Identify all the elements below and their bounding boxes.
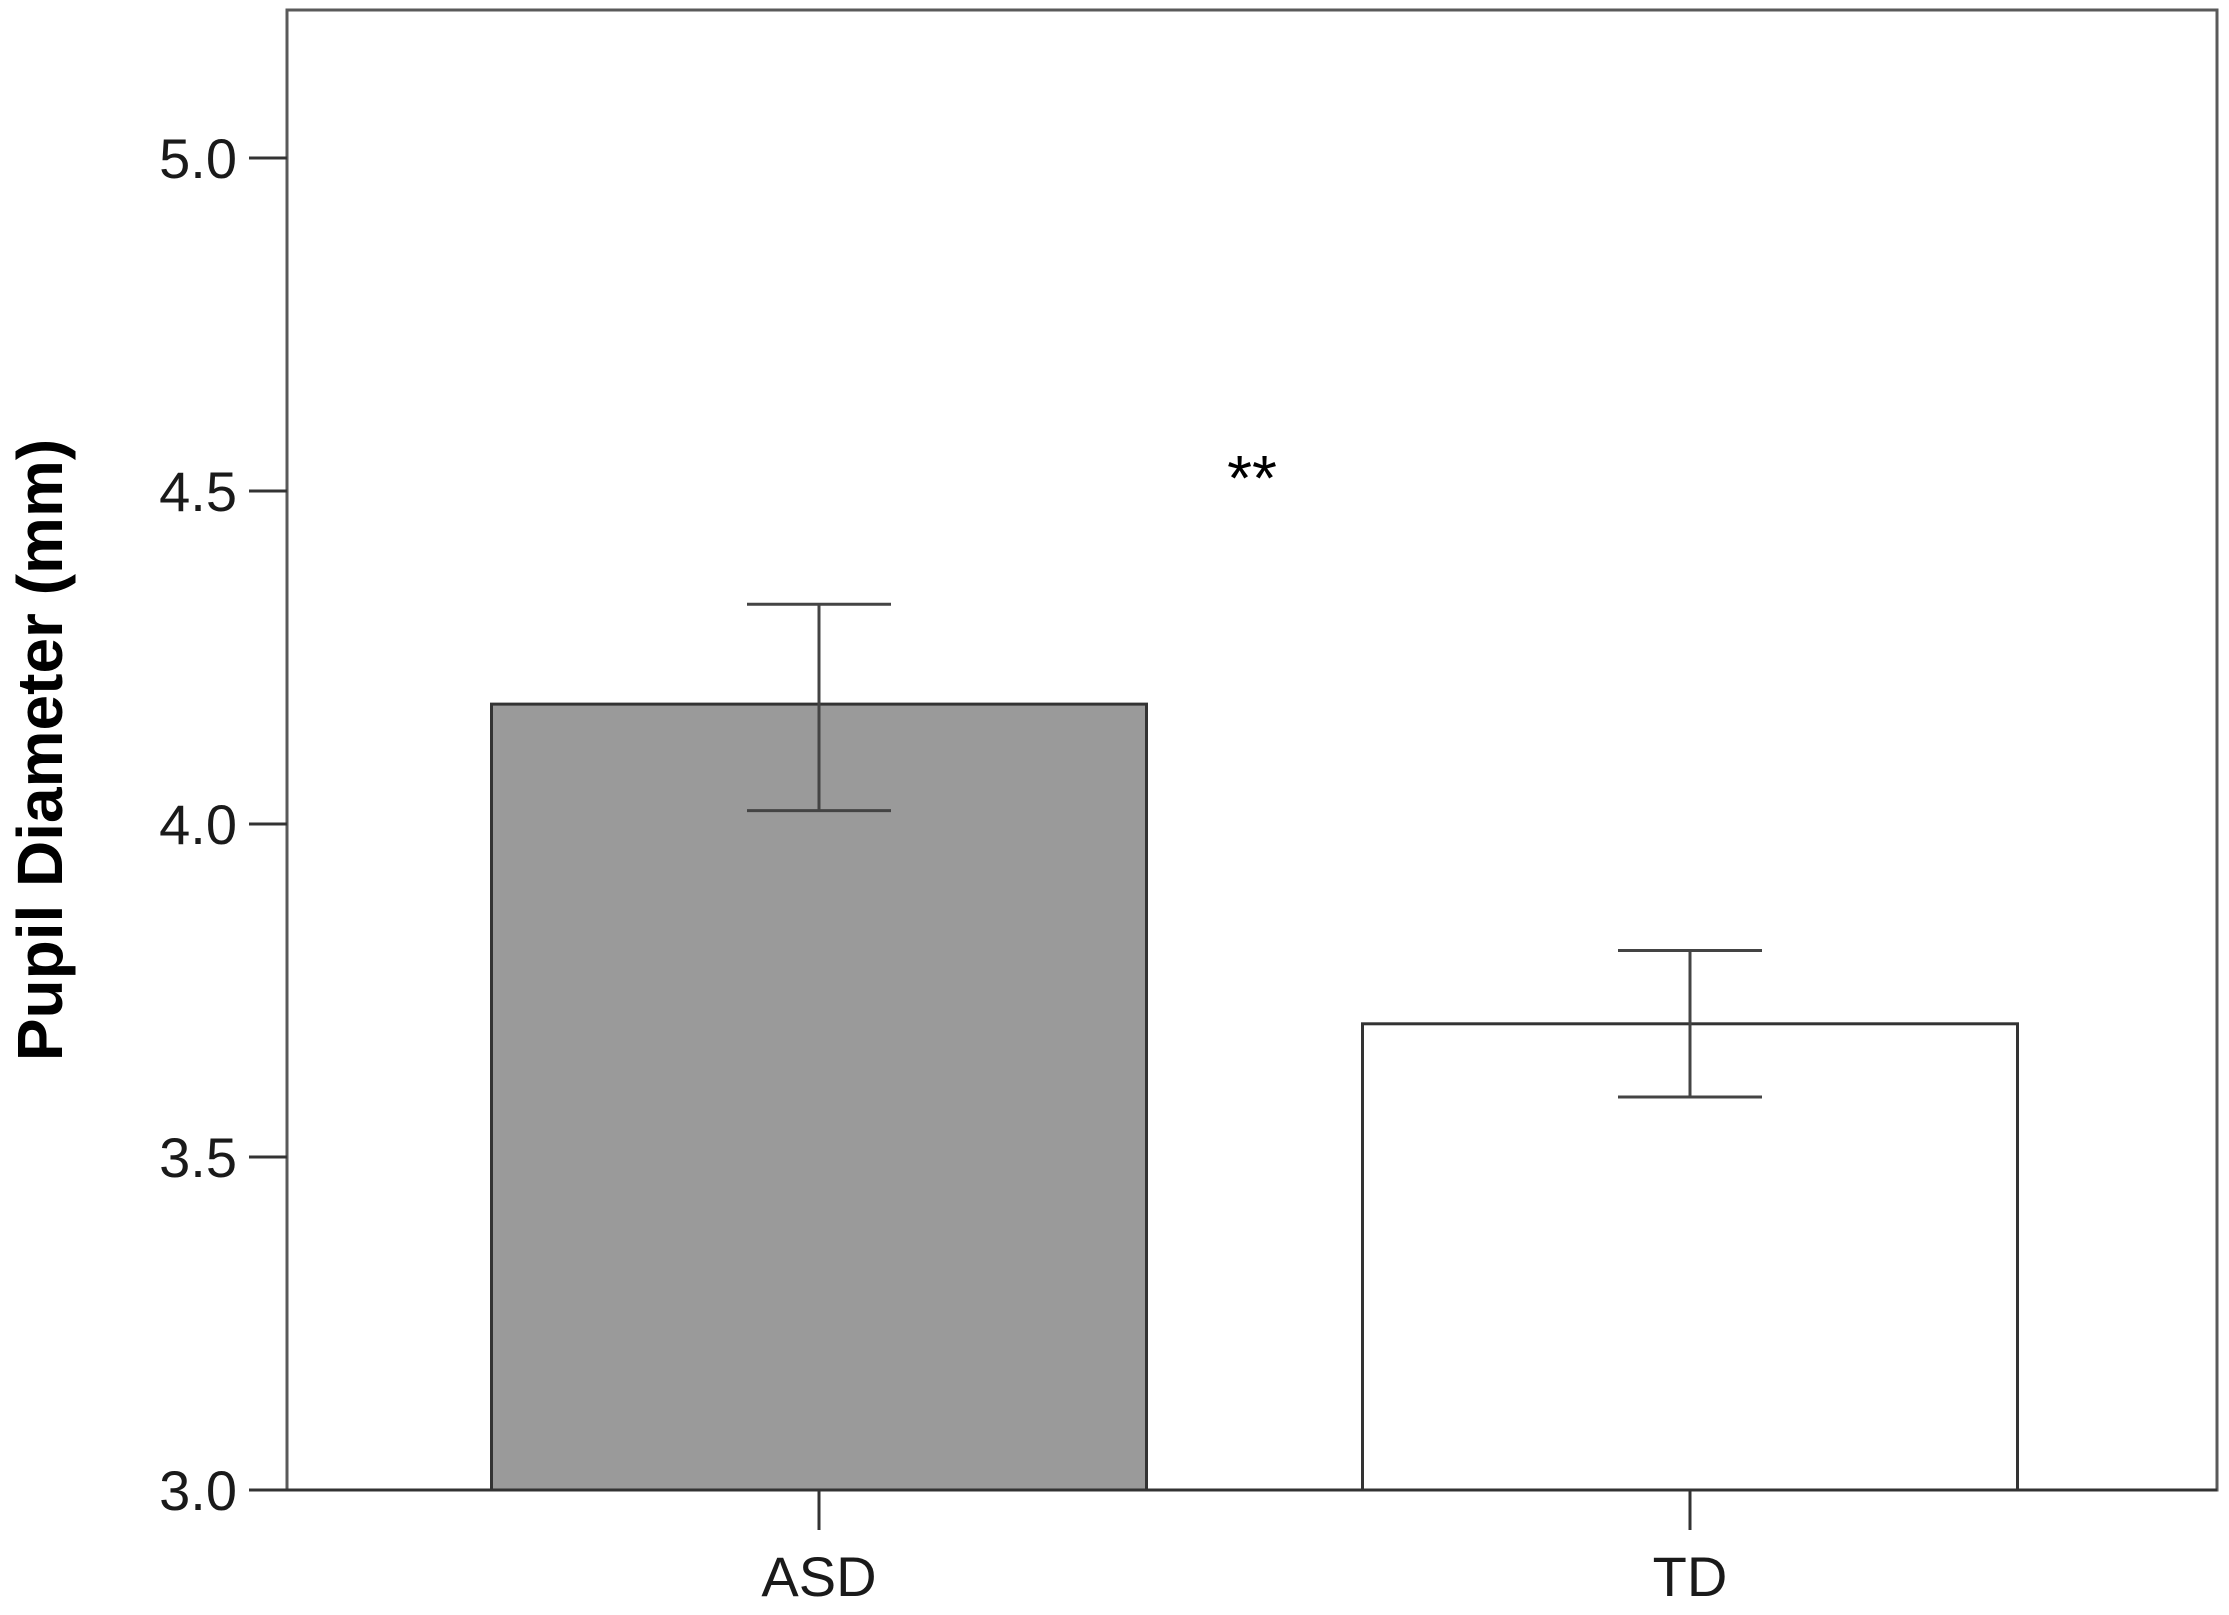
y-tick-label: 4.5: [159, 460, 237, 523]
bar-asd: [490, 702, 1148, 1492]
x-tick-label: TD: [1653, 1545, 1728, 1608]
y-tick-label: 5.0: [159, 127, 237, 190]
significance-annotation: **: [1227, 442, 1277, 514]
y-axis: 3.0 3.5 4.0 4.5 5.0: [159, 127, 287, 1522]
y-tick-label: 3.0: [159, 1459, 237, 1522]
x-tick-label: ASD: [761, 1545, 876, 1608]
y-tick-label: 3.5: [159, 1126, 237, 1189]
y-axis-title: Pupil Diameter (mm): [4, 439, 76, 1061]
x-axis: ASD TD: [287, 1488, 2217, 1608]
error-bars-layer: [747, 602, 1762, 1099]
y-tick-label: 4.0: [159, 793, 237, 856]
